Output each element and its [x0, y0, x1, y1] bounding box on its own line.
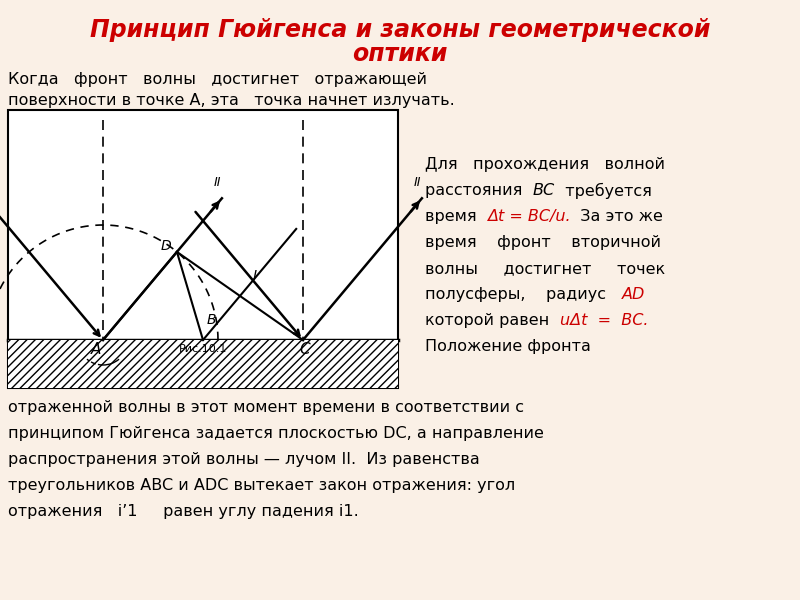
Text: uΔt  =  BC.: uΔt = BC. — [559, 313, 648, 328]
Text: распространения этой волны — лучом II.  Из равенства: распространения этой волны — лучом II. И… — [8, 452, 480, 467]
Text: B: B — [207, 313, 217, 327]
Text: II: II — [214, 176, 222, 189]
Text: поверхности в точке А, эта   точка начнет излучать.: поверхности в точке А, эта точка начнет … — [8, 93, 454, 108]
Text: время    фронт    вторичной: время фронт вторичной — [425, 235, 661, 250]
Text: D: D — [161, 239, 171, 253]
Text: время: время — [425, 209, 487, 224]
Text: II: II — [414, 176, 422, 189]
Text: C: C — [299, 342, 310, 357]
Text: оптики: оптики — [352, 42, 448, 66]
Text: треугольников ABC и ADC вытекает закон отражения: угол: треугольников ABC и ADC вытекает закон о… — [8, 478, 515, 493]
Text: полусферы,    радиус: полусферы, радиус — [425, 287, 622, 302]
Text: волны     достигнет     точек: волны достигнет точек — [425, 261, 665, 276]
Text: Когда   фронт   волны   достигнет   отражающей: Когда фронт волны достигнет отражающей — [8, 72, 427, 87]
Text: Положение фронта: Положение фронта — [425, 339, 591, 354]
Text: которой равен: которой равен — [425, 313, 559, 328]
Text: требуется: требуется — [554, 183, 652, 199]
Text: принципом Гюйгенса задается плоскостью DC, а направление: принципом Гюйгенса задается плоскостью D… — [8, 426, 544, 441]
Text: За это же: За это же — [570, 209, 663, 224]
Text: A: A — [91, 342, 102, 357]
Text: I: I — [252, 269, 257, 283]
Text: Δt = BC/u.: Δt = BC/u. — [487, 209, 570, 224]
Text: расстояния: расстояния — [425, 183, 533, 198]
Text: BC: BC — [533, 183, 554, 198]
Text: Для   прохождения   волной: Для прохождения волной — [425, 157, 665, 172]
Text: отражения   i’1     равен углу падения i1.: отражения i’1 равен углу падения i1. — [8, 504, 358, 519]
Bar — [8, 110, 398, 388]
Bar — [8, 340, 398, 388]
Text: AD: AD — [622, 287, 645, 302]
Text: Рис.10.1: Рис.10.1 — [179, 344, 227, 354]
Text: отраженной волны в этот момент времени в соответствии с: отраженной волны в этот момент времени в… — [8, 400, 524, 415]
Text: Принцип Гюйгенса и законы геометрической: Принцип Гюйгенса и законы геометрической — [90, 18, 710, 42]
